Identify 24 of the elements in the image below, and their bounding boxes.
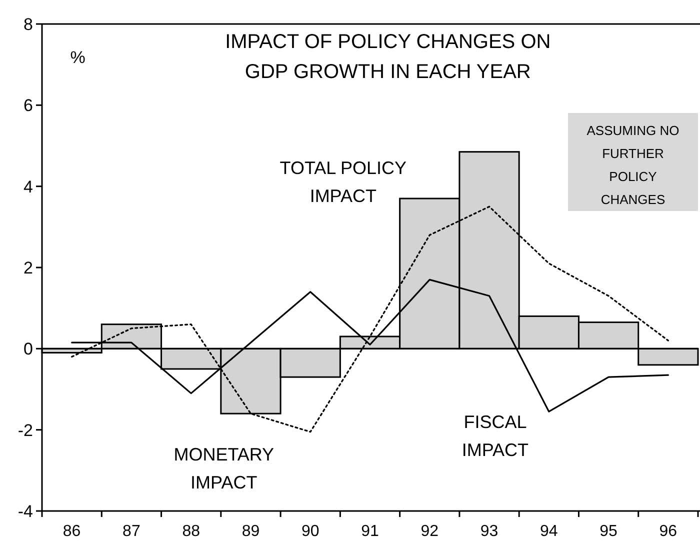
- y-tick-label: 6: [24, 96, 33, 116]
- x-tick-label: 96: [659, 523, 678, 540]
- x-tick-label: 90: [301, 523, 320, 540]
- y-tick-label: 8: [24, 14, 33, 34]
- annotation: %: [70, 48, 86, 67]
- x-tick-label: 88: [182, 523, 200, 540]
- y-tick-label: -4: [18, 502, 33, 521]
- x-tick-label: 94: [540, 523, 558, 540]
- y-tick-label: 4: [24, 177, 33, 196]
- annotation: ASSUMING NO FURTHER POLICY CHANGES: [586, 123, 680, 207]
- x-tick-label: 86: [62, 523, 81, 540]
- series-label: TOTAL POLICY IMPACT: [280, 158, 407, 206]
- x-tick-label: 92: [420, 523, 439, 540]
- y-tick-label: 2: [24, 258, 33, 278]
- x-tick-label: 95: [600, 523, 618, 540]
- x-tick-label: 91: [361, 523, 379, 540]
- y-tick-label: -2: [18, 420, 33, 440]
- x-tick-label: 93: [480, 523, 498, 540]
- text: IMPACT OF POLICY CHANGES ON GDP GROWTH IN EACH YEAR: [225, 31, 551, 83]
- series-label: FISCAL IMPACT: [462, 412, 529, 460]
- x-tick-label: 89: [242, 523, 260, 540]
- y-tick-label: 0: [24, 340, 33, 359]
- series-label: MONETARY IMPACT: [174, 444, 274, 492]
- x-tick-label: 87: [122, 523, 140, 540]
